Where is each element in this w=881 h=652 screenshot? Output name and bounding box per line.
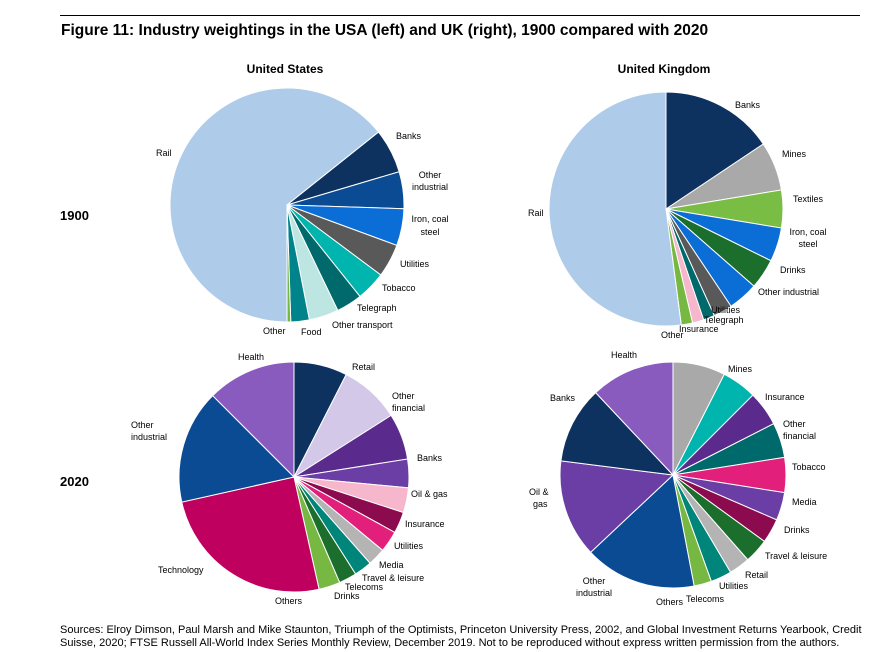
label: Telegraph (357, 303, 397, 313)
label: Telecoms (345, 582, 384, 592)
label: Other (392, 391, 415, 401)
pie-us-1900 (169, 87, 405, 323)
label: Food (301, 327, 322, 337)
label: Banks (417, 453, 443, 463)
label: Banks (735, 100, 761, 110)
label: Iron, coal (789, 227, 826, 237)
pie-uk-2020 (559, 361, 787, 589)
figure-title: Figure 11: Industry weightings in the US… (61, 22, 709, 39)
row-2020: 2020 (60, 474, 89, 489)
label: Textiles (793, 194, 824, 204)
pie-slice-banks (560, 391, 675, 476)
label: Travel & leisure (765, 551, 827, 561)
label: Drinks (334, 591, 360, 601)
label: Other (419, 170, 442, 180)
label: industrial (576, 588, 612, 598)
label: financial (392, 403, 425, 413)
label: Telecoms (686, 594, 725, 604)
pie-slice-rail (548, 91, 682, 327)
label: Media (379, 560, 404, 570)
label: Retail (745, 570, 768, 580)
label: Travel & leisure (362, 573, 424, 583)
label: Health (238, 352, 264, 362)
label: Telegraph (704, 315, 744, 325)
label: Mines (728, 364, 753, 374)
label: Utilities (400, 259, 430, 269)
pie-slice-oil-gas (559, 460, 675, 554)
label: steel (420, 227, 439, 237)
pie-slice-other-industrial (178, 394, 295, 503)
source-note: Sources: Elroy Dimson, Paul Marsh and Mi… (60, 624, 862, 649)
label: Other (583, 576, 606, 586)
label: Retail (352, 362, 375, 372)
pie-slice-technology (181, 476, 320, 593)
label: industrial (131, 432, 167, 442)
label: Insurance (765, 392, 805, 402)
label: financial (783, 431, 816, 441)
pie-slice-health (594, 361, 674, 477)
label: Tobacco (382, 283, 416, 293)
label: Media (792, 497, 817, 507)
label: Drinks (780, 265, 806, 275)
label: Banks (550, 393, 576, 403)
pie-slice-banks (665, 91, 764, 210)
row-1900: 1900 (60, 208, 89, 223)
label: Banks (396, 131, 422, 141)
label: Technology (158, 565, 204, 575)
label: Drinks (784, 525, 810, 535)
pie-slice-health (211, 361, 295, 479)
label: Utilities (394, 541, 424, 551)
pie-slice-rail (169, 87, 380, 323)
pie-uk-1900 (548, 91, 784, 327)
label: Oil & (529, 487, 549, 497)
label: Health (611, 350, 637, 360)
label: Other (783, 419, 806, 429)
label: steel (798, 239, 817, 249)
label: Utilities (711, 305, 741, 315)
label: Other industrial (758, 287, 819, 297)
pie-us-2020 (178, 361, 410, 593)
label: Rail (156, 148, 172, 158)
label: industrial (412, 182, 448, 192)
label: Others (656, 597, 684, 607)
pie-slice-other (286, 204, 292, 323)
label: Other (263, 326, 286, 336)
label: Other (131, 420, 154, 430)
label: Other (661, 330, 684, 340)
label: Oil & gas (411, 489, 448, 499)
label: Iron, coal (411, 214, 448, 224)
label: Other transport (332, 320, 393, 330)
label: Tobacco (792, 462, 826, 472)
uk-header: United Kingdom (618, 62, 711, 76)
label: gas (533, 499, 548, 509)
label: Mines (782, 149, 807, 159)
us-header: United States (247, 62, 324, 76)
pie-slice-other-industrial (589, 474, 695, 589)
label: Insurance (405, 519, 445, 529)
top-rule (60, 15, 860, 16)
label: Rail (528, 208, 544, 218)
pie-charts: United States United Kingdom 1900 2020 R… (60, 62, 827, 607)
label: Others (275, 596, 303, 606)
label: Utilities (719, 581, 749, 591)
label: Insurance (679, 324, 719, 334)
